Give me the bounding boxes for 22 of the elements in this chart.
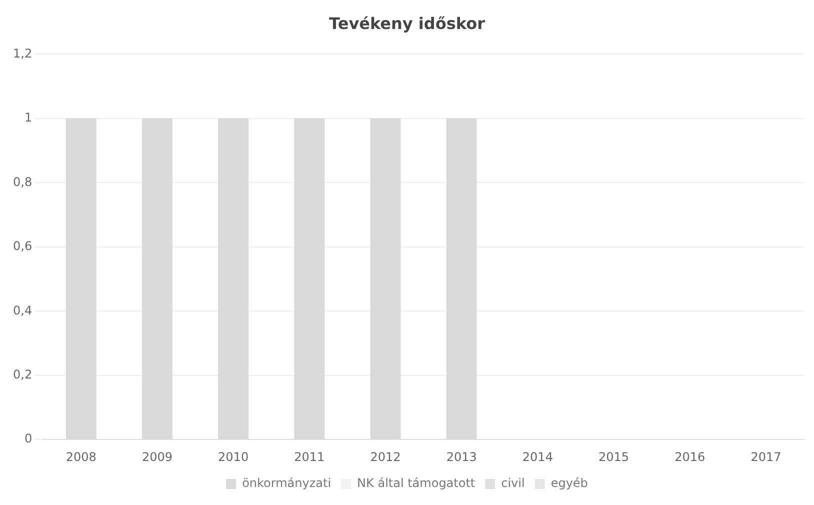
x-tick-label: 2017 <box>750 450 782 464</box>
x-tick-label: 2015 <box>598 450 630 464</box>
x-tick-label: 2016 <box>674 450 706 464</box>
legend-label: civil <box>501 476 525 490</box>
y-tick-label: 0,6 <box>12 239 32 254</box>
y-tick-label: 1 <box>24 110 32 125</box>
x-tick-label: 2013 <box>446 450 477 464</box>
y-tick-label: 1,2 <box>12 46 32 60</box>
x-tick-label: 2011 <box>294 450 325 464</box>
x-tick-label: 2008 <box>66 450 96 464</box>
x-tick-label: 2009 <box>142 450 172 464</box>
y-tick-label: 0,4 <box>12 303 32 318</box>
x-tick-label: 2014 <box>522 450 553 464</box>
x-tick-label: 2012 <box>370 450 401 464</box>
x-tick-label: 2010 <box>218 450 249 464</box>
y-tick-label: 0,8 <box>12 174 32 189</box>
y-tick-label: 0,2 <box>12 367 32 382</box>
chart-title: Tevékeny időskor <box>329 14 486 33</box>
legend-label: önkormányzati <box>242 476 332 490</box>
y-tick-label: 0 <box>24 432 32 446</box>
legend-label: NK által támogatott <box>357 476 476 490</box>
legend-label: egyéb <box>550 476 588 490</box>
